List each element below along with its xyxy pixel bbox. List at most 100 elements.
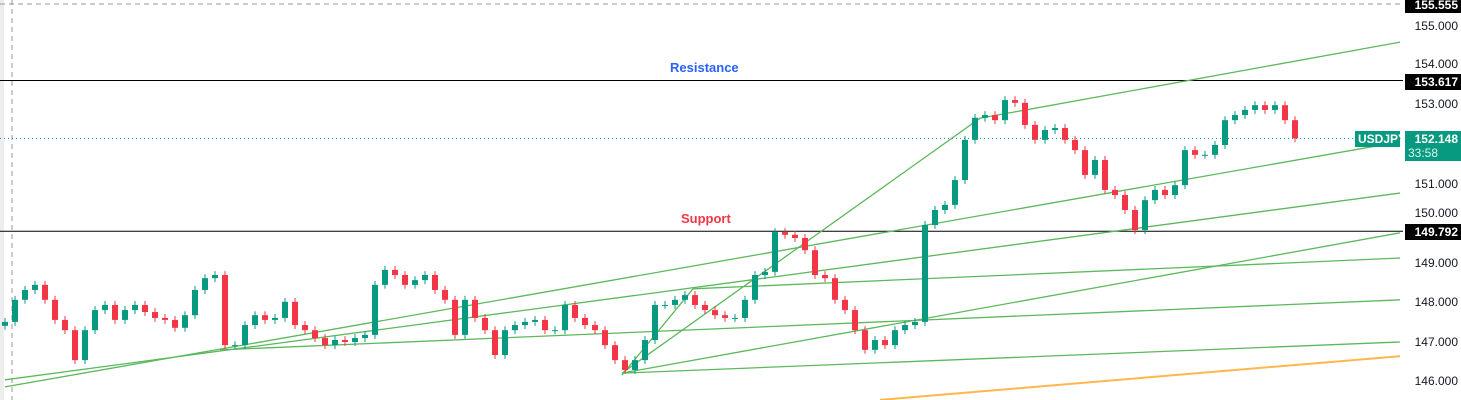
candle xyxy=(112,304,118,320)
candle xyxy=(562,304,568,331)
candle xyxy=(412,280,418,285)
trendline[interactable] xyxy=(621,232,1401,374)
candle xyxy=(852,310,858,331)
candle xyxy=(992,115,998,121)
candle xyxy=(322,338,328,346)
candle xyxy=(1262,105,1268,110)
candle xyxy=(752,275,758,300)
candle xyxy=(792,234,798,238)
candle xyxy=(912,321,918,326)
candle xyxy=(782,232,788,235)
left-edge-strip xyxy=(0,0,4,400)
trendline[interactable] xyxy=(621,341,1401,374)
candle xyxy=(242,325,248,346)
candle xyxy=(1082,150,1088,175)
candle xyxy=(612,345,618,361)
last-price-tag: 152.148 33:58 xyxy=(1405,131,1461,161)
bar-countdown: 33:58 xyxy=(1408,146,1439,160)
trendline[interactable] xyxy=(219,299,1401,351)
candle xyxy=(142,304,148,313)
candle xyxy=(742,299,748,318)
candle xyxy=(692,295,698,305)
candle xyxy=(1022,102,1028,125)
candle xyxy=(662,304,668,306)
top-dashed-price-tag: 155.555 xyxy=(1405,0,1461,13)
candle xyxy=(812,250,818,276)
candle xyxy=(1222,120,1228,145)
candle xyxy=(472,299,478,318)
candle xyxy=(12,299,18,322)
candle xyxy=(892,330,898,346)
candle xyxy=(1162,189,1168,196)
candle xyxy=(1212,144,1218,155)
candle xyxy=(492,330,498,355)
candle xyxy=(622,360,628,370)
candle xyxy=(1242,109,1248,116)
candle xyxy=(102,304,108,311)
candle xyxy=(842,299,848,311)
candle xyxy=(582,317,588,326)
candle xyxy=(202,278,208,290)
candle xyxy=(52,299,58,320)
trendline[interactable] xyxy=(979,41,1401,119)
candle xyxy=(632,360,638,370)
last-price: 152.148 xyxy=(1414,132,1458,146)
support-label: Support xyxy=(681,211,731,226)
candle xyxy=(62,319,68,331)
candle xyxy=(1092,159,1098,175)
axis-label: 146.000 xyxy=(1414,374,1458,388)
candle xyxy=(1142,200,1148,231)
candle xyxy=(602,330,608,346)
candle xyxy=(1172,185,1178,196)
trendline[interactable] xyxy=(621,117,981,374)
candle xyxy=(1192,150,1198,155)
price-chart[interactable] xyxy=(0,0,1403,400)
candle xyxy=(862,330,868,350)
candle xyxy=(772,232,778,272)
candle xyxy=(722,315,728,318)
candle xyxy=(1202,154,1208,156)
candle xyxy=(382,269,388,285)
candle xyxy=(22,289,28,300)
candle xyxy=(372,284,378,335)
candle xyxy=(132,304,138,311)
candle xyxy=(182,315,188,328)
candle xyxy=(1062,128,1068,140)
trendline[interactable] xyxy=(692,257,1401,290)
candle xyxy=(32,284,38,290)
candle xyxy=(1012,100,1018,103)
candle xyxy=(252,315,258,326)
candle xyxy=(482,317,488,331)
candle xyxy=(442,289,448,300)
candle xyxy=(1132,209,1138,231)
candle xyxy=(592,325,598,331)
candle xyxy=(1152,189,1158,201)
candle xyxy=(522,321,528,326)
candle xyxy=(282,301,288,318)
candle xyxy=(462,299,468,335)
price-axis[interactable]: 155.000 154.000 153.000 151.000 150.000 … xyxy=(1403,0,1461,400)
candle xyxy=(962,139,968,181)
candle xyxy=(922,224,928,322)
candle xyxy=(1032,124,1038,140)
candle xyxy=(272,317,278,320)
candle xyxy=(502,330,508,355)
candle xyxy=(82,330,88,361)
candle xyxy=(212,275,218,279)
candle xyxy=(552,330,558,332)
candle xyxy=(332,340,338,346)
candle xyxy=(542,319,548,331)
candle xyxy=(302,325,308,331)
candle xyxy=(872,340,878,350)
axis-label: 151.000 xyxy=(1414,177,1458,191)
candle xyxy=(1232,115,1238,121)
orange-trendline[interactable] xyxy=(879,355,1401,400)
candle xyxy=(942,204,948,210)
candle xyxy=(702,304,708,311)
candle xyxy=(532,319,538,322)
candle xyxy=(902,325,908,331)
axis-label: 150.000 xyxy=(1414,206,1458,220)
candle xyxy=(222,275,228,346)
candle xyxy=(72,330,78,361)
candle xyxy=(362,334,368,339)
